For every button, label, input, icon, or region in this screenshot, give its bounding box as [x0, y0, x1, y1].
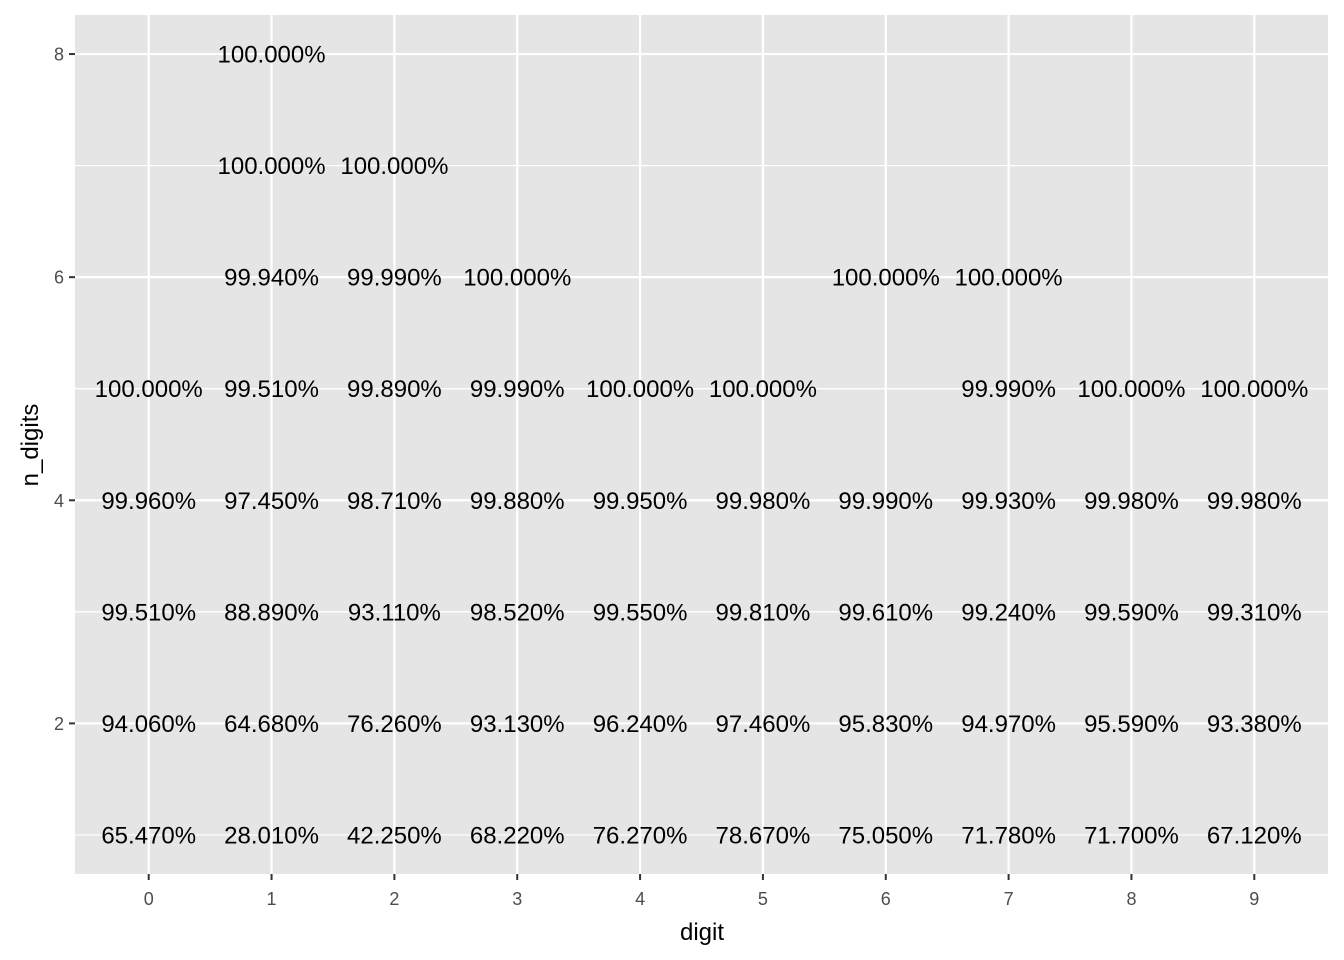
cell-label: 100.000%	[586, 376, 694, 403]
cell-label: 64.680%	[224, 711, 319, 738]
cell-label: 100.000%	[218, 42, 326, 69]
cell-label: 99.310%	[1207, 599, 1302, 626]
cell-label: 98.520%	[470, 599, 565, 626]
cell-label: 99.880%	[470, 488, 565, 515]
cell-label: 93.380%	[1207, 711, 1302, 738]
x-tick-label: 1	[267, 889, 277, 909]
cell-label: 100.000%	[463, 265, 571, 292]
cell-label: 99.990%	[838, 488, 933, 515]
cell-label: 99.610%	[838, 599, 933, 626]
x-tick-label: 3	[512, 889, 522, 909]
cell-label: 68.220%	[470, 822, 565, 849]
cell-label: 100.000%	[95, 376, 203, 403]
cell-label: 100.000%	[1077, 376, 1185, 403]
x-axis-title: digit	[680, 919, 724, 946]
cell-label: 65.470%	[101, 822, 196, 849]
cell-label: 100.000%	[832, 265, 940, 292]
major-gridlines	[75, 15, 1328, 874]
cell-label: 99.950%	[593, 488, 688, 515]
cell-label: 99.240%	[961, 599, 1056, 626]
cell-label: 76.260%	[347, 711, 442, 738]
cell-label: 93.110%	[348, 599, 441, 626]
cell-label: 99.930%	[961, 488, 1056, 515]
cell-label: 93.130%	[470, 711, 565, 738]
plot-panel	[75, 15, 1328, 874]
minor-gridlines	[75, 165, 1328, 836]
cell-label: 96.240%	[593, 711, 688, 738]
cell-label: 99.810%	[716, 599, 811, 626]
cell-label: 99.960%	[101, 488, 196, 515]
cell-label: 100.000%	[340, 153, 448, 180]
cell-label: 94.970%	[961, 711, 1056, 738]
y-tick-label: 6	[54, 268, 64, 288]
cell-label: 28.010%	[224, 822, 319, 849]
cell-label: 99.510%	[101, 599, 196, 626]
x-tick-label: 4	[635, 889, 645, 909]
cell-label: 88.890%	[224, 599, 319, 626]
cell-label: 100.000%	[218, 153, 326, 180]
cell-label: 98.710%	[347, 488, 442, 515]
x-tick-label: 0	[144, 889, 154, 909]
cell-label: 99.940%	[224, 265, 319, 292]
cell-label: 95.590%	[1084, 711, 1179, 738]
y-tick-label: 8	[54, 45, 64, 65]
y-axis-title: n_digits	[17, 404, 44, 487]
cell-label: 99.980%	[1207, 488, 1302, 515]
x-tick-label: 6	[881, 889, 891, 909]
cell-label: 99.980%	[716, 488, 811, 515]
cell-label: 76.270%	[593, 822, 688, 849]
cell-label: 99.510%	[224, 376, 319, 403]
cell-label: 71.780%	[961, 822, 1056, 849]
x-tick-label: 8	[1126, 889, 1136, 909]
cell-label: 71.700%	[1084, 822, 1179, 849]
cell-label: 99.550%	[593, 599, 688, 626]
cell-label: 94.060%	[101, 711, 196, 738]
cell-label: 42.250%	[347, 822, 442, 849]
x-axis: 0 1 2 3 4 5 6 7 8 9	[144, 874, 1259, 909]
y-axis: 2 4 6 8	[54, 45, 75, 734]
x-tick-label: 9	[1249, 889, 1259, 909]
cell-labels: 65.470% 28.010% 42.250% 68.220% 76.270% 78.67…	[95, 42, 1309, 850]
cell-label: 100.000%	[709, 376, 817, 403]
cell-label: 99.590%	[1084, 599, 1179, 626]
x-tick-label: 2	[389, 889, 399, 909]
cell-label: 99.990%	[961, 376, 1056, 403]
y-tick-label: 2	[54, 714, 64, 734]
cell-label: 99.980%	[1084, 488, 1179, 515]
cell-label: 95.830%	[838, 711, 933, 738]
cell-label: 97.450%	[224, 488, 319, 515]
y-tick-label: 4	[54, 491, 64, 511]
cell-label: 99.990%	[347, 265, 442, 292]
cell-label: 99.890%	[347, 376, 442, 403]
cell-label: 78.670%	[716, 822, 811, 849]
cell-label: 67.120%	[1207, 822, 1302, 849]
cell-label: 100.000%	[955, 265, 1063, 292]
cell-label: 75.050%	[838, 822, 933, 849]
cell-label: 99.990%	[470, 376, 565, 403]
cell-label: 97.460%	[716, 711, 811, 738]
x-tick-label: 5	[758, 889, 768, 909]
cell-label: 100.000%	[1200, 376, 1308, 403]
x-tick-label: 7	[1004, 889, 1014, 909]
